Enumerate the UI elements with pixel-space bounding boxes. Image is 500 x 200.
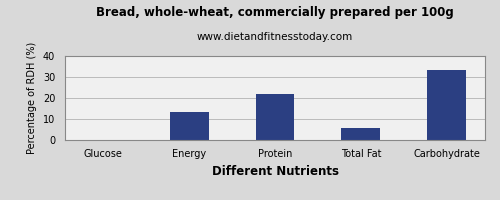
- Text: www.dietandfitnesstoday.com: www.dietandfitnesstoday.com: [197, 32, 353, 42]
- Bar: [256, 94, 294, 140]
- Bar: [342, 128, 380, 140]
- Text: Bread, whole-wheat, commercially prepared per 100g: Bread, whole-wheat, commercially prepare…: [96, 6, 454, 19]
- Y-axis label: Percentage of RDH (%): Percentage of RDH (%): [28, 42, 38, 154]
- Bar: [428, 70, 466, 140]
- Bar: [170, 112, 208, 140]
- X-axis label: Different Nutrients: Different Nutrients: [212, 165, 338, 178]
